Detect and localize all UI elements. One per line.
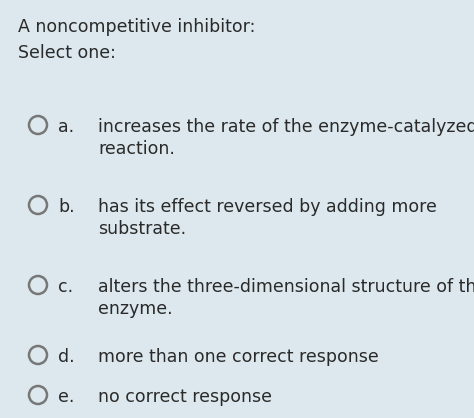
- Text: d.: d.: [58, 348, 74, 366]
- Text: more than one correct response: more than one correct response: [98, 348, 379, 366]
- Text: increases the rate of the enzyme-catalyzed: increases the rate of the enzyme-catalyz…: [98, 118, 474, 136]
- Text: b.: b.: [58, 198, 74, 216]
- Text: c.: c.: [58, 278, 73, 296]
- Text: reaction.: reaction.: [98, 140, 175, 158]
- Text: Select one:: Select one:: [18, 44, 116, 62]
- Text: a.: a.: [58, 118, 74, 136]
- Text: A noncompetitive inhibitor:: A noncompetitive inhibitor:: [18, 18, 255, 36]
- Text: e.: e.: [58, 388, 74, 406]
- Text: substrate.: substrate.: [98, 220, 186, 238]
- Text: has its effect reversed by adding more: has its effect reversed by adding more: [98, 198, 437, 216]
- Text: no correct response: no correct response: [98, 388, 272, 406]
- Text: alters the three-dimensional structure of the: alters the three-dimensional structure o…: [98, 278, 474, 296]
- Text: enzyme.: enzyme.: [98, 300, 173, 318]
